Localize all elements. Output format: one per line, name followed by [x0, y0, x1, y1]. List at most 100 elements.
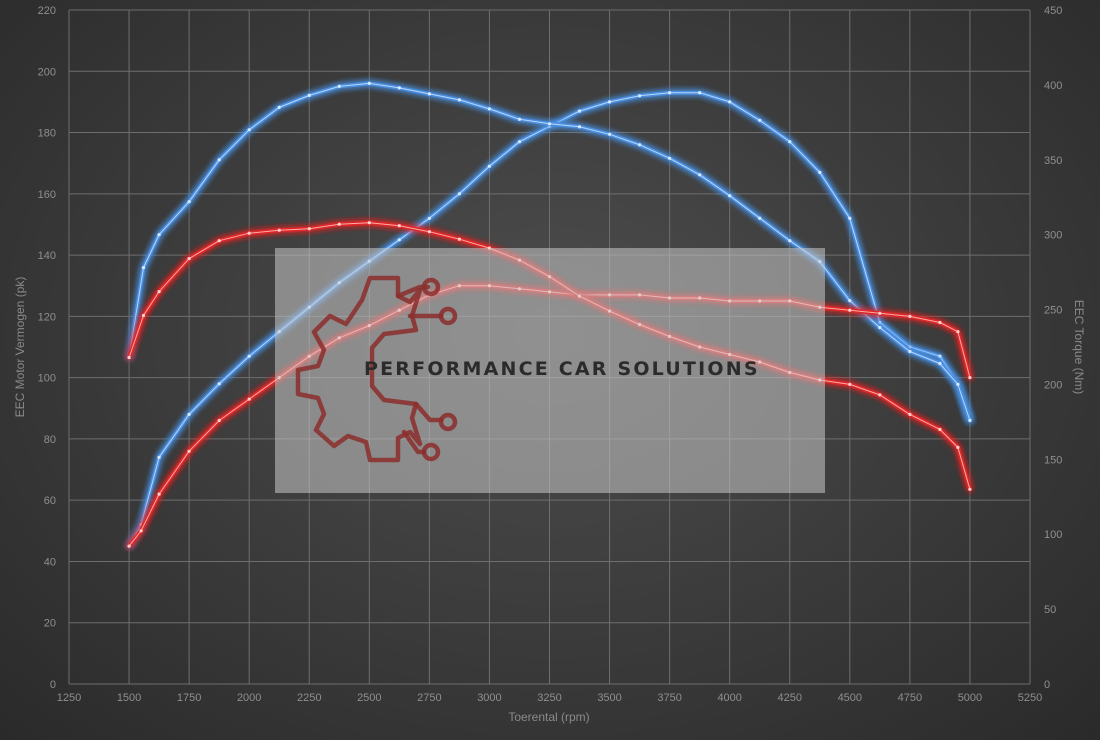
data-point	[878, 320, 882, 325]
y-right-tick-label: 350	[1044, 155, 1062, 167]
data-point	[247, 397, 251, 401]
data-point	[698, 91, 702, 95]
data-point	[307, 93, 311, 97]
axis-ticks: 1250 1500 1750 2000 2250 2500 2750 3000 3250 3500…	[38, 5, 1063, 704]
data-point	[247, 128, 251, 132]
data-point	[187, 412, 191, 416]
watermark-text: PERFORMANCE CAR SOLUTIONS	[364, 358, 760, 380]
data-point	[908, 345, 912, 349]
data-point	[157, 290, 161, 294]
y-right-tick-label: 200	[1044, 379, 1062, 391]
data-point	[848, 308, 852, 312]
x-tick-label: 4750	[898, 692, 922, 704]
data-point	[427, 230, 431, 234]
y-right-tick-label: 150	[1044, 454, 1062, 466]
data-point	[187, 449, 191, 453]
data-point	[247, 354, 251, 358]
data-point	[141, 266, 146, 270]
y-axis-right-title: EEC Torque (Nm)	[1072, 300, 1086, 394]
data-point	[758, 118, 762, 122]
x-tick-label: 5000	[958, 692, 982, 704]
x-tick-label: 3250	[537, 692, 561, 704]
data-point	[938, 354, 942, 358]
y-left-tick-label: 140	[38, 250, 56, 262]
data-point	[457, 98, 461, 102]
data-point	[878, 393, 882, 397]
x-axis-title: Toerental (rpm)	[508, 710, 589, 724]
data-point	[457, 237, 461, 241]
data-point	[367, 221, 371, 225]
data-point	[187, 257, 191, 261]
data-point	[758, 216, 762, 220]
data-point	[968, 418, 972, 422]
gear-circuit-icon	[295, 275, 458, 463]
data-point	[277, 105, 281, 109]
data-point	[487, 164, 491, 168]
x-tick-label: 4250	[778, 692, 802, 704]
data-point	[517, 140, 522, 144]
y-left-tick-label: 180	[38, 128, 56, 140]
data-point	[517, 117, 522, 121]
y-left-tick-label: 40	[44, 556, 56, 568]
data-point	[141, 313, 146, 318]
data-point	[908, 314, 912, 318]
x-tick-label: 2000	[237, 692, 261, 704]
y-right-tick-label: 50	[1044, 604, 1056, 616]
data-point	[547, 122, 552, 126]
y-left-tick-label: 200	[38, 66, 56, 78]
data-point	[968, 487, 972, 491]
data-point	[577, 109, 582, 113]
y-left-tick-label: 120	[38, 311, 56, 323]
data-point	[818, 170, 822, 174]
y-right-tick-label: 250	[1044, 305, 1062, 317]
y-left-tick-label: 20	[44, 618, 56, 630]
y-right-tick-label: 300	[1044, 230, 1062, 242]
data-point	[848, 382, 852, 386]
data-point	[337, 84, 341, 88]
data-point	[427, 216, 431, 220]
data-point	[127, 544, 131, 548]
data-point	[217, 382, 221, 386]
x-tick-label: 2250	[297, 692, 321, 704]
data-point	[668, 91, 672, 95]
data-point	[698, 173, 702, 177]
data-point	[938, 361, 942, 366]
y-right-tick-label: 450	[1044, 5, 1062, 17]
x-tick-label: 2750	[417, 692, 441, 704]
data-point	[487, 107, 491, 111]
data-point	[157, 492, 161, 496]
y-left-tick-label: 160	[38, 189, 56, 201]
y-right-tick-label: 0	[1044, 679, 1050, 691]
data-point	[277, 228, 281, 232]
data-point	[397, 86, 401, 90]
data-point	[397, 238, 401, 242]
data-point	[608, 132, 612, 136]
data-point	[127, 355, 131, 360]
x-tick-label: 3000	[477, 692, 501, 704]
data-point	[908, 412, 912, 416]
data-point	[788, 239, 792, 243]
data-point	[307, 227, 311, 231]
data-point	[139, 529, 143, 533]
y-left-tick-label: 100	[38, 373, 56, 385]
x-tick-label: 1250	[57, 692, 81, 704]
y-left-tick-label: 220	[38, 5, 56, 17]
y-left-tick-label: 80	[44, 434, 56, 446]
data-point	[956, 445, 960, 449]
data-point	[878, 325, 882, 330]
data-point	[728, 100, 732, 104]
data-point	[577, 125, 582, 129]
data-point	[638, 143, 642, 147]
data-point	[427, 92, 431, 96]
x-tick-label: 5250	[1018, 692, 1042, 704]
data-point	[157, 455, 161, 459]
data-point	[247, 231, 251, 235]
data-point	[848, 299, 852, 303]
data-point	[956, 330, 960, 334]
data-point	[938, 427, 942, 431]
x-tick-label: 1750	[177, 692, 201, 704]
data-point	[217, 239, 221, 243]
data-point	[217, 158, 221, 162]
data-point	[908, 349, 912, 354]
